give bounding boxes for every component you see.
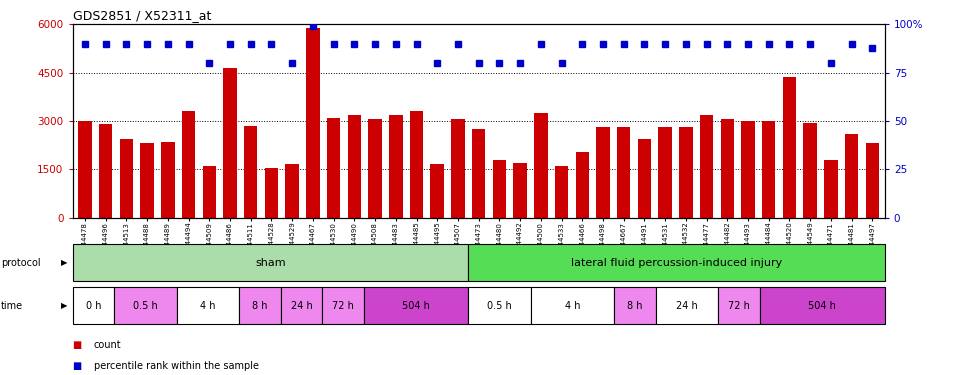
Text: 72 h: 72 h (728, 301, 750, 310)
Bar (614, 287, 656, 324)
Bar (782, 78, 796, 218)
Text: count: count (94, 340, 122, 350)
Bar (804, 123, 817, 218)
Bar (492, 160, 506, 218)
Bar (597, 128, 610, 218)
Bar (280, 287, 322, 324)
Bar (368, 119, 382, 218)
Text: 0.5 h: 0.5 h (487, 301, 512, 310)
Bar (182, 111, 195, 218)
Bar (637, 139, 651, 218)
Bar (865, 144, 879, 218)
Text: 8 h: 8 h (628, 301, 643, 310)
Bar (410, 111, 424, 218)
Bar (468, 244, 885, 281)
Text: 4 h: 4 h (565, 301, 580, 310)
Bar (534, 113, 547, 218)
Text: 504 h: 504 h (402, 301, 430, 310)
Text: 72 h: 72 h (333, 301, 354, 310)
Text: 24 h: 24 h (291, 301, 312, 310)
Text: 504 h: 504 h (808, 301, 836, 310)
Text: 8 h: 8 h (252, 301, 268, 310)
Text: 24 h: 24 h (676, 301, 698, 310)
Bar (679, 128, 692, 218)
Text: sham: sham (255, 258, 285, 267)
Bar (468, 287, 531, 324)
Bar (720, 119, 734, 218)
Bar (120, 139, 133, 218)
Bar (307, 28, 320, 218)
Bar (513, 163, 527, 218)
Text: protocol: protocol (1, 258, 41, 267)
Text: 4 h: 4 h (200, 301, 216, 310)
Bar (322, 287, 365, 324)
Bar (177, 287, 239, 324)
Bar (555, 166, 569, 218)
Bar (824, 160, 837, 218)
Bar (347, 114, 361, 218)
Bar (73, 244, 468, 281)
Text: GDS2851 / X52311_at: GDS2851 / X52311_at (73, 9, 211, 22)
Bar (760, 287, 885, 324)
Text: 0.5 h: 0.5 h (133, 301, 158, 310)
Text: lateral fluid percussion-induced injury: lateral fluid percussion-induced injury (571, 258, 782, 267)
Bar (239, 287, 280, 324)
Text: ▶: ▶ (61, 258, 68, 267)
Bar (617, 128, 630, 218)
Text: time: time (1, 301, 23, 310)
Bar (265, 168, 278, 217)
Bar (430, 164, 444, 218)
Bar (114, 287, 177, 324)
Bar (244, 126, 257, 218)
Text: ■: ■ (73, 340, 82, 350)
Bar (73, 287, 114, 324)
Bar (389, 114, 402, 218)
Bar (99, 124, 112, 218)
Bar (285, 164, 299, 218)
Bar (700, 114, 714, 218)
Bar (327, 118, 340, 218)
Bar (659, 128, 672, 218)
Bar (656, 287, 718, 324)
Bar (575, 152, 589, 217)
Text: 0 h: 0 h (86, 301, 102, 310)
Bar (140, 144, 154, 218)
Text: ■: ■ (73, 361, 82, 370)
Bar (223, 68, 237, 218)
Bar (531, 287, 614, 324)
Bar (718, 287, 760, 324)
Text: percentile rank within the sample: percentile rank within the sample (94, 361, 259, 370)
Bar (161, 142, 175, 218)
Bar (472, 129, 485, 218)
Text: ▶: ▶ (61, 301, 68, 310)
Bar (762, 121, 776, 218)
Bar (452, 119, 465, 218)
Bar (365, 287, 468, 324)
Bar (742, 121, 755, 218)
Bar (202, 166, 216, 218)
Bar (845, 134, 859, 218)
Bar (78, 121, 92, 218)
